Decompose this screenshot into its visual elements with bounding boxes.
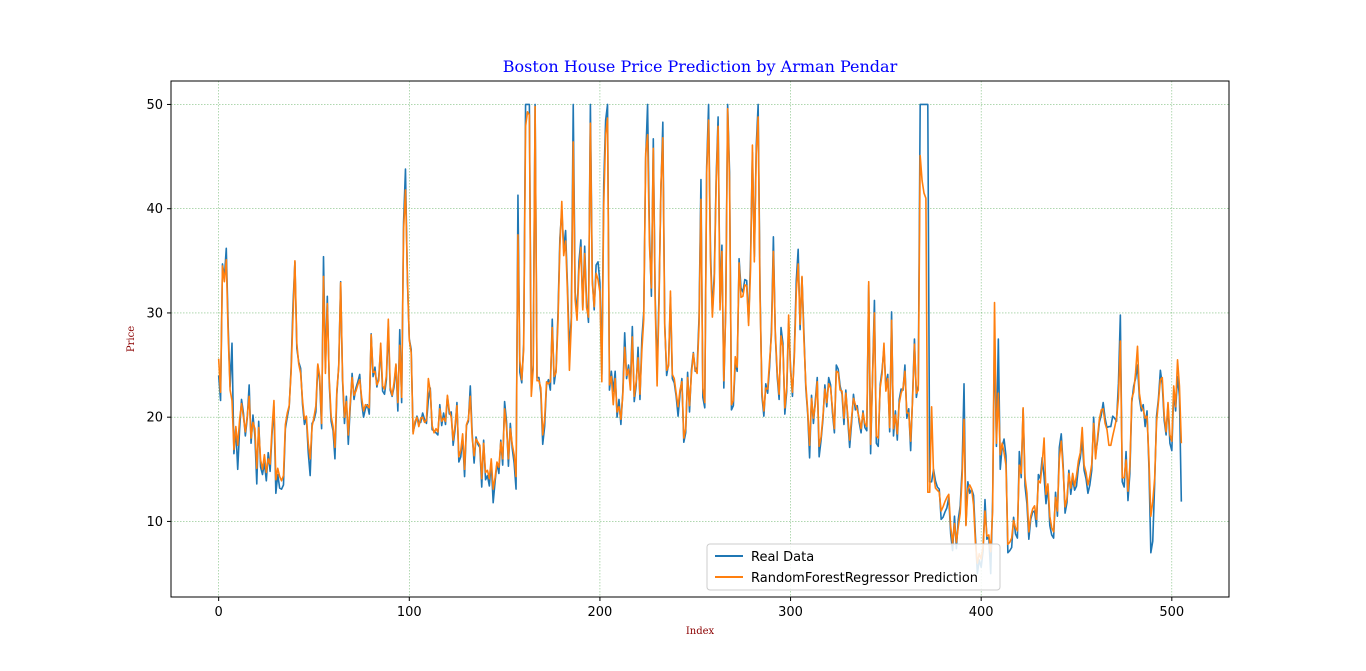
y-tick-label: 10 [146,515,163,530]
legend-label-prediction: RandomForestRegressor Prediction [751,571,978,586]
x-tick-label: 0 [215,605,223,620]
x-tick-label: 400 [969,605,994,620]
plot-lines [217,103,1183,575]
x-tick-label: 100 [397,605,422,620]
y-tick-label: 20 [146,411,163,426]
y-axis-label: Price [126,326,137,352]
x-tick-label: 500 [1159,605,1184,620]
legend-label-real-data: Real Data [751,550,814,565]
y-tick-label: 30 [146,306,163,321]
legend-box [706,543,1001,591]
x-tick-label: 300 [778,605,803,620]
series-line-prediction [217,105,1183,564]
chart-title: Boston House Price Prediction by Arman P… [503,57,898,76]
legend: Real Data RandomForestRegressor Predicti… [706,543,1001,591]
x-tick-label: 200 [588,605,613,620]
y-tick-label: 50 [146,98,163,113]
x-axis-label: Index [686,626,715,637]
plot-frame [170,80,1230,598]
axis-ticks: 0 100 200 300 400 500 10 20 30 40 50 [146,98,1184,620]
y-tick-label: 40 [146,202,163,217]
